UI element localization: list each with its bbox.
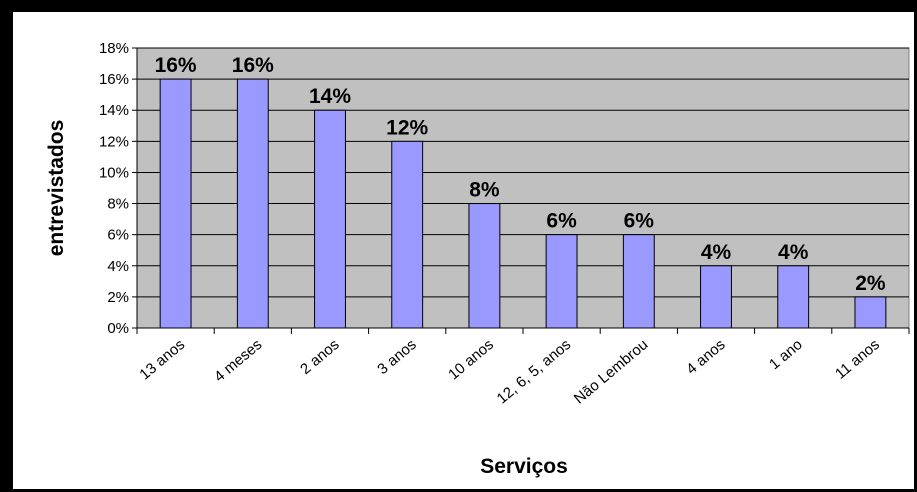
bar xyxy=(391,140,424,329)
y-tick-label: 12% xyxy=(99,133,129,150)
bar xyxy=(314,109,346,329)
data-label: 4% xyxy=(701,241,732,264)
bar xyxy=(545,234,578,329)
x-tick-label: 2 anos xyxy=(297,336,342,378)
x-tick-label: 4 meses xyxy=(211,336,265,385)
chart-area: 16% 16% 14% 12% 8% 6% 6% 4% 4% 2% 0% 2% 4% 6% 8% 10% 12… xyxy=(12,11,915,490)
x-tick-label: 3 anos xyxy=(374,336,419,378)
y-tick-label: 16% xyxy=(99,71,129,88)
y-tick-label: 0% xyxy=(107,320,129,337)
bar xyxy=(777,265,810,329)
data-label: 14% xyxy=(309,85,351,108)
bar xyxy=(854,296,887,329)
y-tick-label: 18% xyxy=(99,40,129,57)
y-axis: 0% 2% 4% 6% 8% 10% 12% 14% 16% 18% xyxy=(99,40,138,337)
bar xyxy=(236,78,269,329)
bar xyxy=(700,265,732,329)
data-label: 6% xyxy=(624,210,655,233)
data-label: 2% xyxy=(855,272,886,295)
x-tick-label: 4 anos xyxy=(683,336,728,378)
y-tick-label: 2% xyxy=(107,289,129,306)
bars xyxy=(159,78,887,329)
data-label: 4% xyxy=(778,241,809,264)
y-tick-label: 14% xyxy=(99,102,129,119)
x-tick-label: 12, 6, 5, anos xyxy=(494,336,575,407)
data-label: 6% xyxy=(546,210,577,233)
data-labels: 16% 16% 14% 12% 8% 6% 6% 4% 4% 2% xyxy=(155,54,886,295)
data-label: 16% xyxy=(155,54,197,77)
x-tick-label: Não Lembrou xyxy=(571,336,652,407)
y-tick-label: 4% xyxy=(107,258,129,275)
y-axis-title: entrevistados xyxy=(45,120,68,257)
x-tick-label: 11 anos xyxy=(832,336,883,383)
bar xyxy=(159,78,192,329)
y-tick-label: 6% xyxy=(107,227,129,244)
x-tick-label: 10 anos xyxy=(445,336,497,383)
data-label: 12% xyxy=(386,116,428,139)
x-axis-title: Serviços xyxy=(480,455,568,478)
bar xyxy=(622,234,655,329)
x-tick-label: 13 anos xyxy=(136,336,188,383)
data-label: 16% xyxy=(232,54,274,77)
y-tick-label: 10% xyxy=(99,164,129,181)
x-tick-label: 1 ano xyxy=(766,336,806,373)
bar-chart: 16% 16% 14% 12% 8% 6% 6% 4% 4% 2% 0% 2% 4% 6% 8% 10% 12… xyxy=(45,40,910,478)
y-tick-label: 8% xyxy=(107,196,129,213)
data-label: 8% xyxy=(469,179,500,202)
bar xyxy=(468,203,501,329)
